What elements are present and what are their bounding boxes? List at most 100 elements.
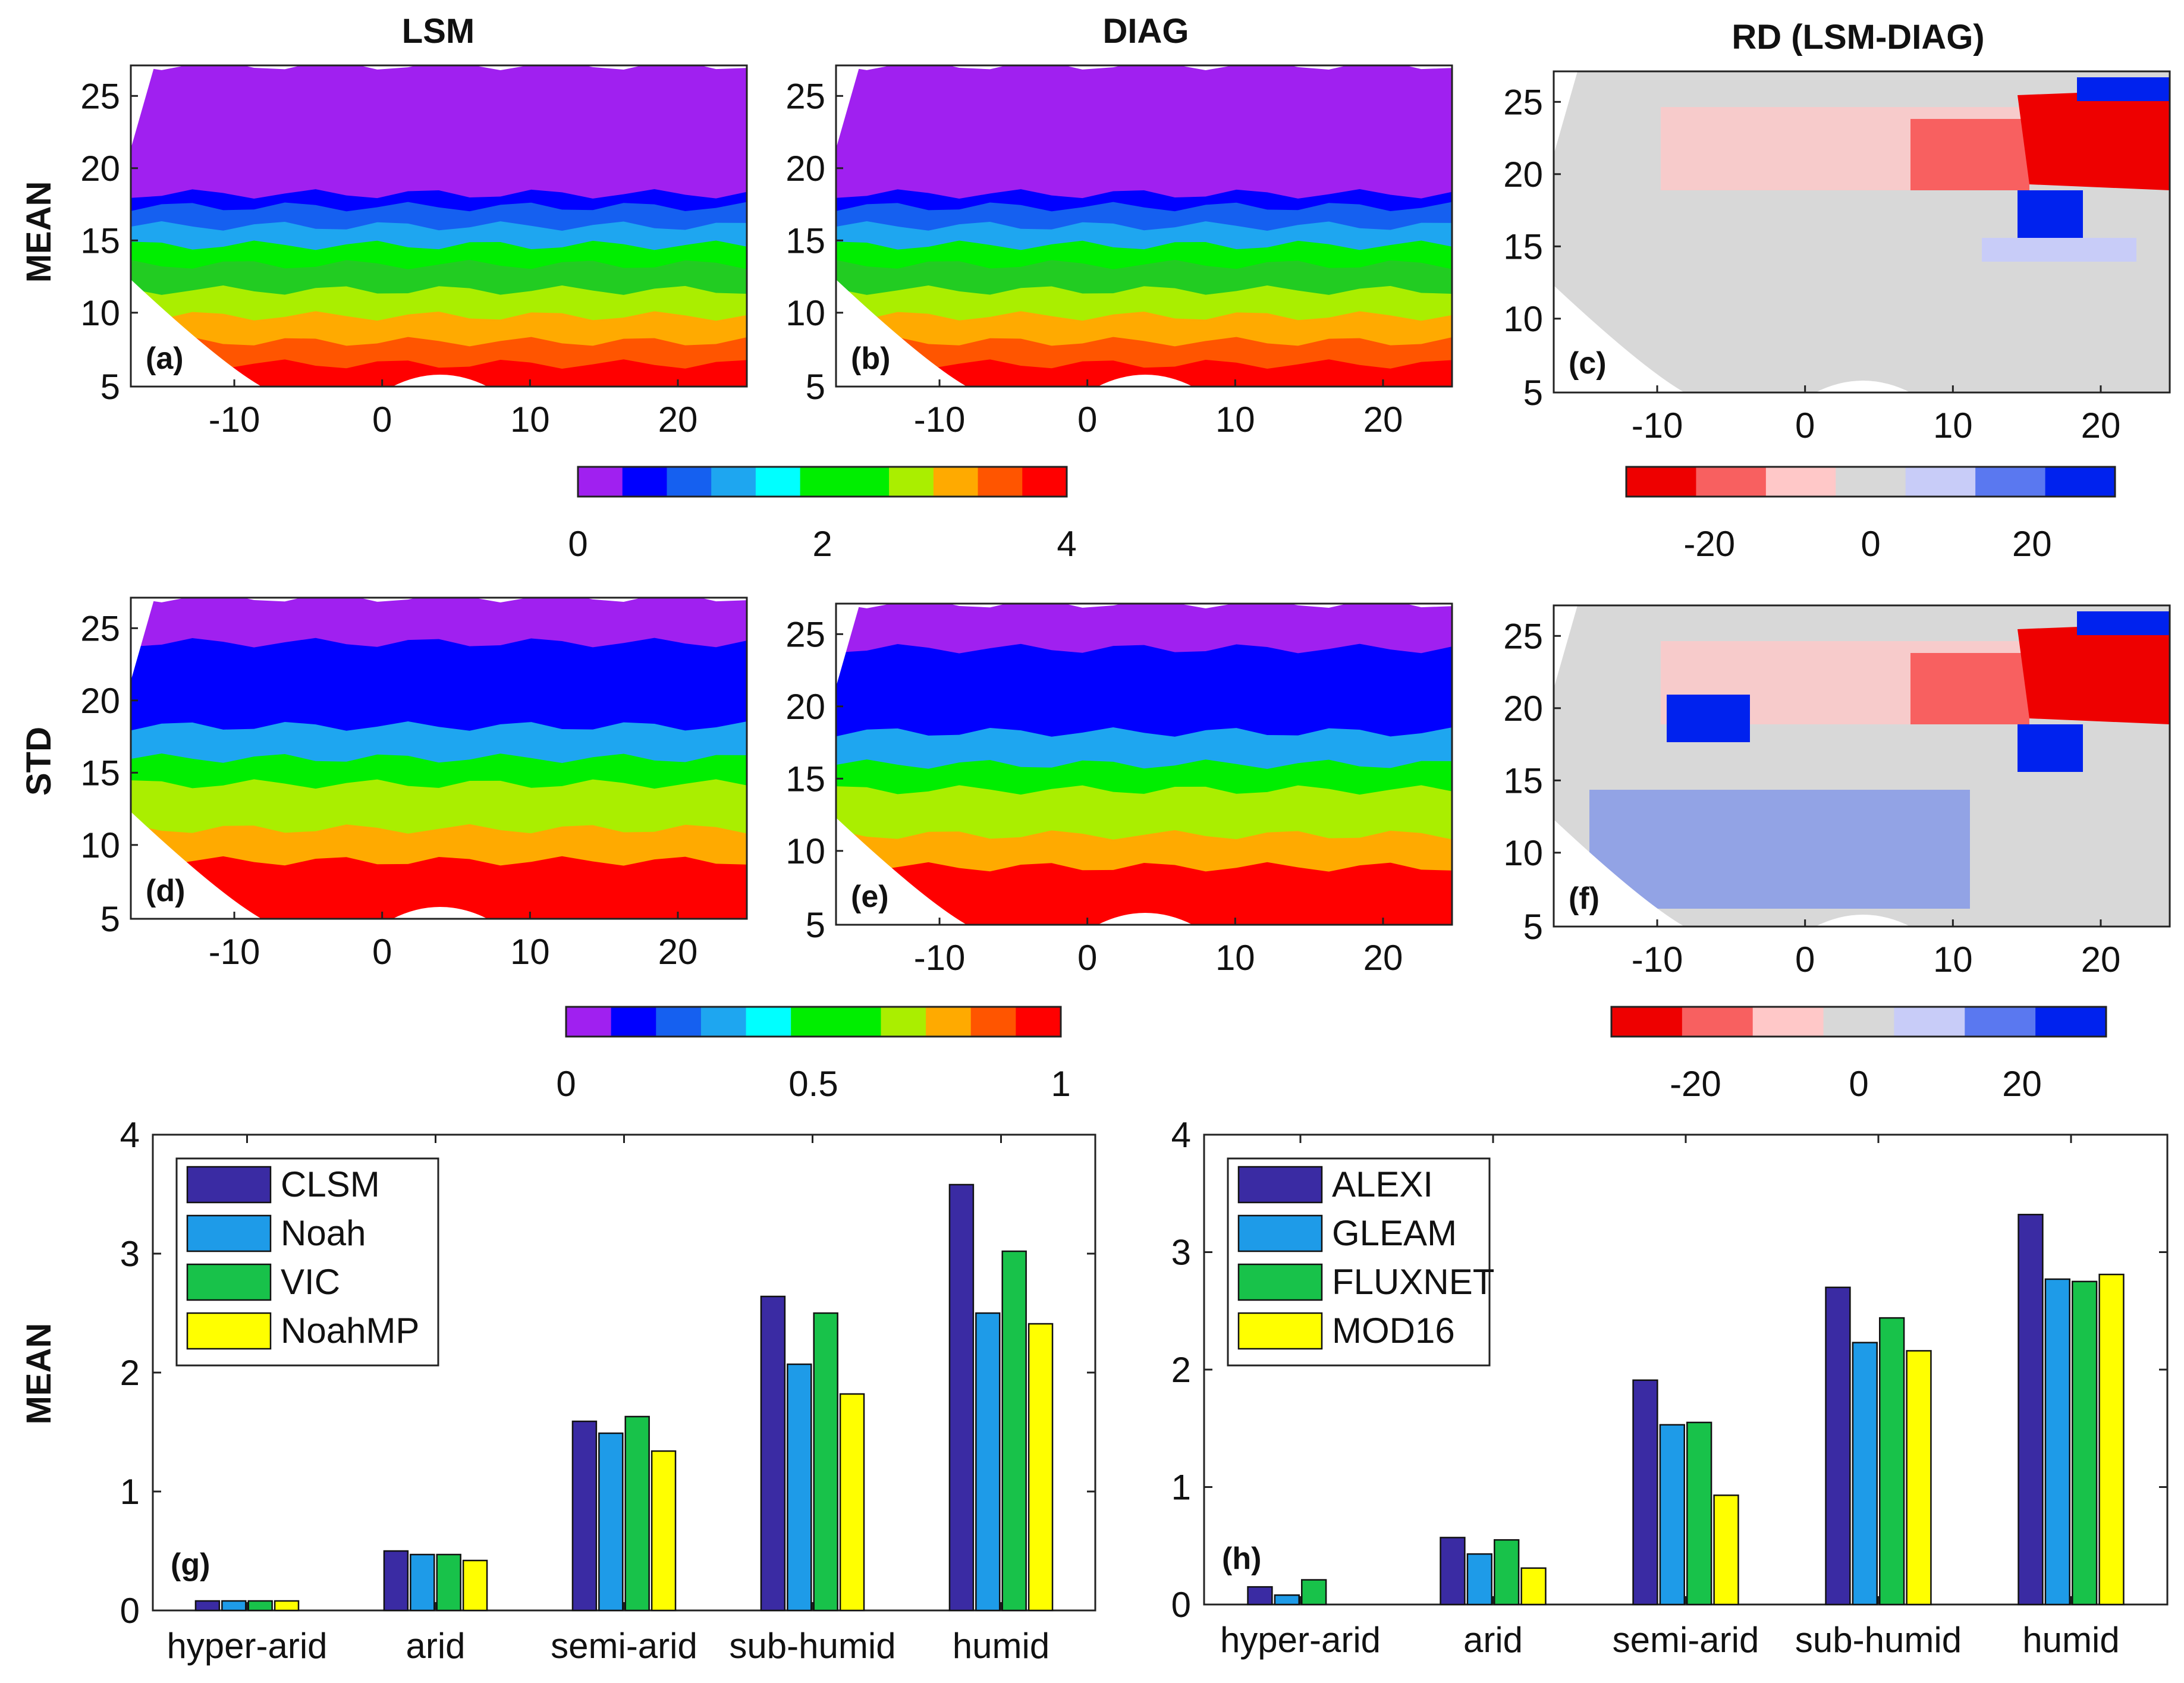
- map-ytick-label: 10: [1503, 299, 1543, 339]
- bar-fluxnet-humid: [2072, 1280, 2098, 1606]
- bar-ytick-label: 3: [120, 1234, 140, 1274]
- bar-alexi-humid: [2018, 1214, 2044, 1606]
- colorbar-swatch: [800, 467, 845, 497]
- legend-label: GLEAM: [1332, 1213, 1457, 1253]
- map-ocean: [1554, 71, 1577, 155]
- colorbar-swatch: [881, 1007, 926, 1037]
- legend-label: ALEXI: [1332, 1164, 1433, 1204]
- panel-label-b: (b): [851, 341, 890, 376]
- colorbar-swatch: [835, 1007, 881, 1037]
- panel-label-e: (e): [851, 880, 889, 914]
- map-ytick-label: 20: [785, 687, 825, 727]
- map-ytick-label: 20: [80, 681, 120, 721]
- map-ocean: [131, 65, 155, 149]
- colorbar-swatch: [1894, 1007, 1965, 1037]
- bar-category-label: sub-humid: [1795, 1620, 1962, 1660]
- bar-mod16-arid: [1520, 1567, 1547, 1606]
- map-xtick-label: 10: [510, 400, 550, 439]
- legend-label: VIC: [281, 1262, 340, 1302]
- colorbar-swatch: [1905, 467, 1976, 497]
- map-ocean: [1554, 285, 1685, 393]
- bar-clsm-sub-humid: [760, 1295, 786, 1612]
- colorbar-swatch: [711, 467, 756, 497]
- bar-ytick-label: 2: [120, 1353, 140, 1393]
- bar-noahmp-hyper-arid: [274, 1600, 300, 1612]
- bar-category-label: humid: [953, 1626, 1049, 1666]
- column-title-diag: DIAG: [1103, 12, 1189, 51]
- bar-gleam-arid: [1466, 1553, 1492, 1606]
- map-fill-e: [836, 604, 1452, 925]
- colorbar-swatch: [889, 467, 934, 497]
- bar-gleam-semi-arid: [1659, 1424, 1685, 1606]
- map-patch: [1589, 790, 1970, 909]
- map-band: [131, 359, 747, 387]
- map-xtick-label: 10: [1215, 938, 1255, 978]
- map-band: [836, 830, 1452, 874]
- map-ocean: [1815, 381, 1910, 393]
- map-ocean: [836, 65, 860, 149]
- bar-noahmp-humid: [1027, 1323, 1054, 1612]
- colorbar-swatch: [926, 1007, 972, 1037]
- bar-chart-g: 0 1 2 3 4 hyper-arid arid semi-arid sub-humid hum…: [120, 1115, 1096, 1666]
- bar-alexi-sub-humid: [1825, 1286, 1851, 1606]
- map-xtick-label: 20: [1363, 938, 1403, 978]
- colorbar-swatch: [1752, 1007, 1824, 1037]
- map-patch: [2018, 724, 2083, 772]
- map-patch: [1910, 119, 2029, 190]
- legend-swatch: [186, 1214, 272, 1252]
- legend-swatch: [186, 1312, 272, 1350]
- legend: ALEXI GLEAM FLUXNET MOD16: [1227, 1157, 1494, 1367]
- bar-fluxnet-semi-arid: [1686, 1421, 1712, 1606]
- legend-label: Noah: [281, 1213, 366, 1253]
- bar-category-label: arid: [1463, 1620, 1523, 1660]
- bar-chart-ylabel: MEAN: [20, 1323, 58, 1425]
- bar-ytick-label: 1: [1171, 1468, 1191, 1508]
- map-band: [131, 824, 747, 868]
- map-band: [836, 65, 1452, 200]
- bar-noahmp-semi-arid: [651, 1450, 677, 1612]
- map-ytick-label: 15: [785, 759, 825, 799]
- bar-ytick-label: 4: [1171, 1115, 1191, 1155]
- bar-noah-arid: [410, 1553, 435, 1612]
- legend-swatch: [1237, 1312, 1323, 1350]
- bar-gleam-humid: [2044, 1278, 2070, 1606]
- colorbar-std-seq: 0 0.5 1: [556, 1006, 1071, 1104]
- map-band: [131, 259, 747, 297]
- legend-swatch: [1237, 1263, 1323, 1301]
- map-ytick-label: 25: [785, 614, 825, 654]
- colorbar-label: 4: [1057, 524, 1076, 564]
- bar-ytick-label: 0: [120, 1591, 140, 1631]
- colorbar-swatch: [1965, 1007, 2036, 1037]
- colorbar-swatch: [611, 1007, 656, 1037]
- map-ytick-label: 5: [806, 367, 825, 407]
- map-panel-d: (d): [130, 596, 748, 920]
- colorbar-swatch: [1975, 467, 2046, 497]
- bar-category-label: arid: [406, 1626, 465, 1666]
- map-xtick-label: 0: [372, 400, 392, 439]
- map-ocean: [131, 598, 155, 681]
- map-ytick-label: 10: [785, 831, 825, 871]
- panel-label-a: (a): [146, 341, 184, 376]
- map-band: [836, 259, 1452, 297]
- map-ytick-label: 10: [80, 293, 120, 333]
- map-ocean: [1098, 913, 1193, 925]
- map-ytick-label: 25: [785, 76, 825, 116]
- bar-fluxnet-hyper-arid: [1301, 1579, 1327, 1606]
- bar-category-label: sub-humid: [729, 1626, 895, 1666]
- map-patch: [1982, 238, 2136, 262]
- colorbar-swatch: [1682, 1007, 1754, 1037]
- bar-alexi-arid: [1440, 1537, 1466, 1606]
- map-ytick-label: 10: [80, 825, 120, 865]
- legend-label: NoahMP: [281, 1311, 419, 1351]
- colorbar-swatch: [1022, 467, 1067, 497]
- colorbar-swatch: [755, 467, 801, 497]
- bar-clsm-humid: [948, 1183, 975, 1612]
- bar-vic-sub-humid: [813, 1312, 838, 1612]
- map-xtick-label: 0: [372, 932, 392, 972]
- colorbar-label: 0: [1849, 1064, 1868, 1104]
- map-band: [836, 727, 1452, 771]
- map-patch: [2018, 89, 2170, 190]
- map-fill-f: [1554, 605, 2170, 927]
